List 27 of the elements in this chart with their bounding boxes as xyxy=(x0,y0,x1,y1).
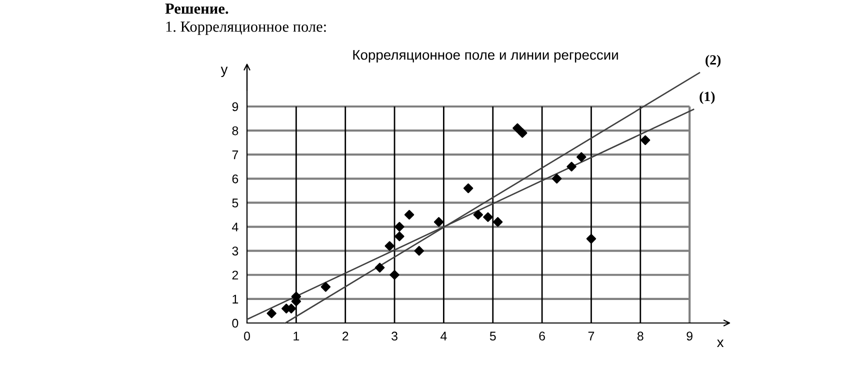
annotation: (1) xyxy=(700,91,715,104)
x-tick-label: 5 xyxy=(490,332,496,341)
y-tick-label: 6 xyxy=(232,174,238,184)
annotation: (2) xyxy=(706,54,721,68)
y-axis-title: y xyxy=(220,66,228,78)
y-tick-label: 1 xyxy=(232,294,238,304)
text: Решение. xyxy=(165,4,228,14)
y-tick-label: 2 xyxy=(232,270,238,280)
y-tick-label: 7 xyxy=(232,150,238,160)
y-tick-label: 0 xyxy=(232,318,238,328)
x-axis-title: x xyxy=(717,340,724,347)
y-tick-label: 9 xyxy=(232,102,238,112)
x-tick-label: 2 xyxy=(342,332,348,340)
x-tick-label: 3 xyxy=(392,332,398,341)
x-tick-label: 1 xyxy=(294,332,300,340)
text: 1. Корреляционное поле: xyxy=(166,22,326,35)
y-tick-label: 3 xyxy=(232,246,238,256)
x-tick-label: 9 xyxy=(686,332,692,341)
x-tick-label: 6 xyxy=(539,332,545,341)
x-tick-label: 0 xyxy=(244,332,250,341)
x-tick-label: 7 xyxy=(588,332,594,340)
x-tick-label: 8 xyxy=(637,332,644,341)
x-tick-label: 4 xyxy=(440,332,447,340)
y-tick-label: 8 xyxy=(232,126,238,136)
chart-title: Корреляционное поле и линии регрессии xyxy=(353,50,618,63)
y-tick-label: 4 xyxy=(232,222,238,232)
y-tick-label: 5 xyxy=(232,198,238,208)
